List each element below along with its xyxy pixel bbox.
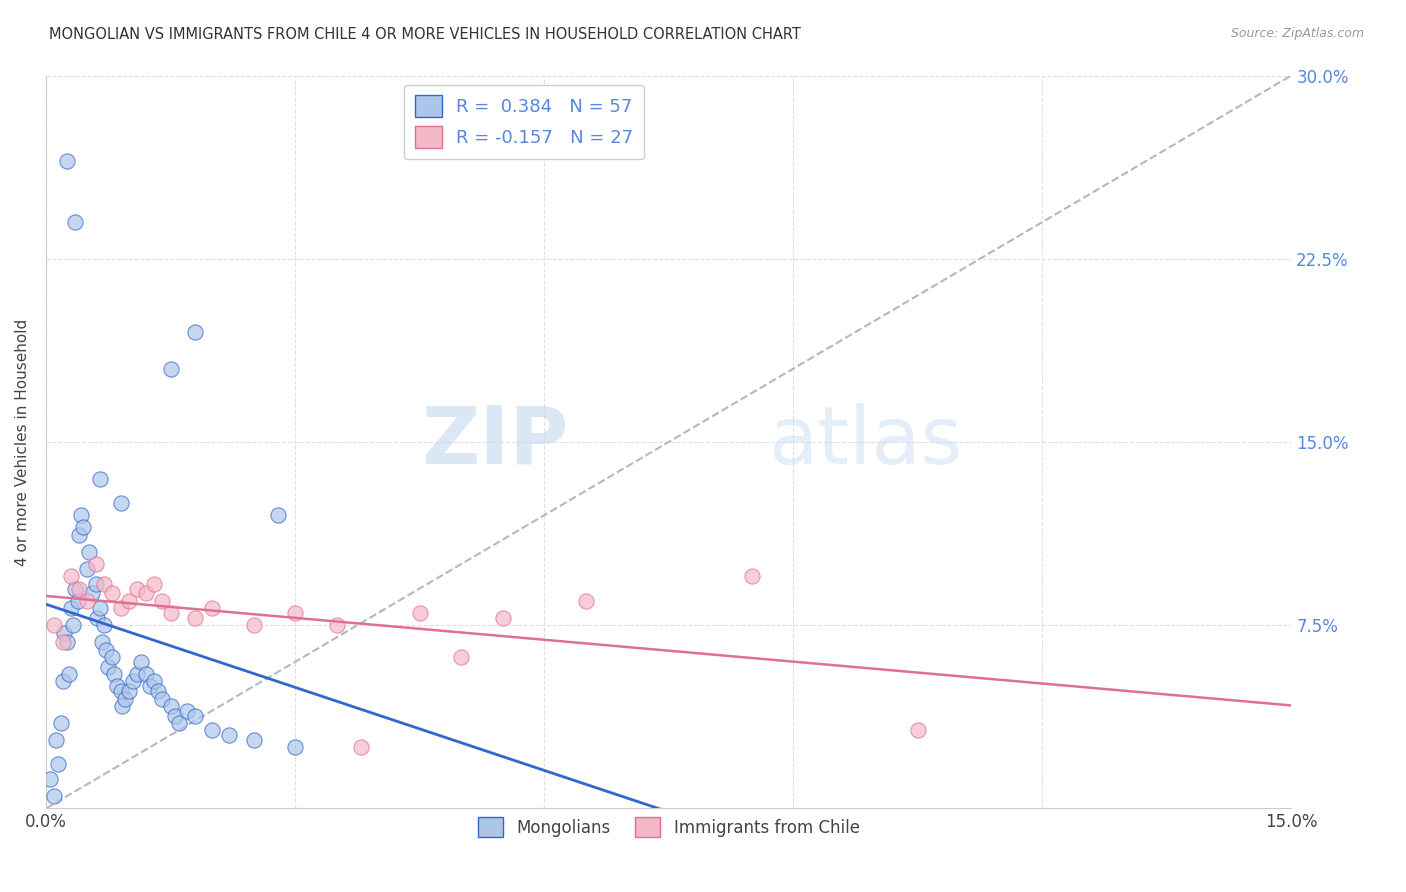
Point bbox=[284, 606, 307, 620]
Point bbox=[184, 611, 207, 625]
Point bbox=[131, 655, 153, 669]
Point bbox=[89, 472, 111, 486]
Point bbox=[150, 691, 173, 706]
Point bbox=[80, 586, 103, 600]
Point bbox=[77, 545, 100, 559]
Text: Source: ZipAtlas.com: Source: ZipAtlas.com bbox=[1230, 27, 1364, 40]
Point bbox=[48, 757, 70, 772]
Text: atlas: atlas bbox=[768, 403, 963, 481]
Point bbox=[127, 582, 149, 596]
Point bbox=[111, 698, 134, 713]
Point bbox=[86, 611, 108, 625]
Point bbox=[97, 659, 120, 673]
Point bbox=[76, 562, 98, 576]
Point bbox=[93, 618, 115, 632]
Point bbox=[139, 679, 162, 693]
Point bbox=[907, 723, 929, 738]
Point bbox=[741, 569, 763, 583]
Point bbox=[146, 684, 169, 698]
Point bbox=[184, 325, 207, 339]
Point bbox=[39, 772, 62, 786]
Point bbox=[176, 704, 198, 718]
Point bbox=[52, 635, 75, 649]
Point bbox=[67, 582, 90, 596]
Point bbox=[350, 740, 373, 755]
Point bbox=[101, 650, 124, 665]
Point bbox=[63, 582, 86, 596]
Point bbox=[242, 733, 264, 747]
Point bbox=[52, 674, 75, 689]
Point bbox=[242, 618, 264, 632]
Point bbox=[159, 698, 181, 713]
Point bbox=[118, 684, 141, 698]
Point bbox=[159, 361, 181, 376]
Point bbox=[84, 557, 107, 571]
Text: ZIP: ZIP bbox=[422, 403, 569, 481]
Point bbox=[45, 733, 67, 747]
Point bbox=[408, 606, 430, 620]
Point bbox=[72, 520, 94, 534]
Point bbox=[84, 576, 107, 591]
Point bbox=[103, 667, 125, 681]
Point bbox=[67, 528, 90, 542]
Point bbox=[218, 728, 240, 742]
Point bbox=[159, 606, 181, 620]
Point bbox=[325, 618, 347, 632]
Point bbox=[94, 642, 117, 657]
Point bbox=[135, 667, 157, 681]
Point bbox=[53, 625, 76, 640]
Point bbox=[76, 594, 98, 608]
Point bbox=[122, 674, 145, 689]
Point bbox=[267, 508, 290, 523]
Point bbox=[142, 674, 165, 689]
Point bbox=[59, 569, 82, 583]
Point bbox=[163, 708, 186, 723]
Point bbox=[110, 601, 132, 615]
Point bbox=[201, 601, 224, 615]
Legend: Mongolians, Immigrants from Chile: Mongolians, Immigrants from Chile bbox=[471, 811, 866, 844]
Point bbox=[575, 594, 598, 608]
Point bbox=[55, 635, 77, 649]
Point bbox=[63, 215, 86, 229]
Point bbox=[450, 650, 472, 665]
Point bbox=[114, 691, 136, 706]
Y-axis label: 4 or more Vehicles in Household: 4 or more Vehicles in Household bbox=[15, 318, 30, 566]
Point bbox=[69, 508, 91, 523]
Point bbox=[93, 576, 115, 591]
Point bbox=[59, 601, 82, 615]
Point bbox=[62, 618, 84, 632]
Point bbox=[58, 667, 80, 681]
Point bbox=[110, 684, 132, 698]
Point bbox=[66, 594, 89, 608]
Point bbox=[284, 740, 307, 755]
Point bbox=[89, 601, 111, 615]
Point bbox=[101, 586, 124, 600]
Point bbox=[49, 715, 72, 730]
Point bbox=[91, 635, 114, 649]
Point bbox=[184, 708, 207, 723]
Point bbox=[44, 789, 66, 804]
Point bbox=[44, 618, 66, 632]
Point bbox=[127, 667, 149, 681]
Point bbox=[118, 594, 141, 608]
Point bbox=[142, 576, 165, 591]
Point bbox=[201, 723, 224, 738]
Point bbox=[135, 586, 157, 600]
Text: MONGOLIAN VS IMMIGRANTS FROM CHILE 4 OR MORE VEHICLES IN HOUSEHOLD CORRELATION C: MONGOLIAN VS IMMIGRANTS FROM CHILE 4 OR … bbox=[49, 27, 801, 42]
Point bbox=[55, 154, 77, 169]
Point bbox=[167, 715, 190, 730]
Point bbox=[150, 594, 173, 608]
Point bbox=[491, 611, 513, 625]
Point bbox=[105, 679, 128, 693]
Point bbox=[110, 496, 132, 510]
